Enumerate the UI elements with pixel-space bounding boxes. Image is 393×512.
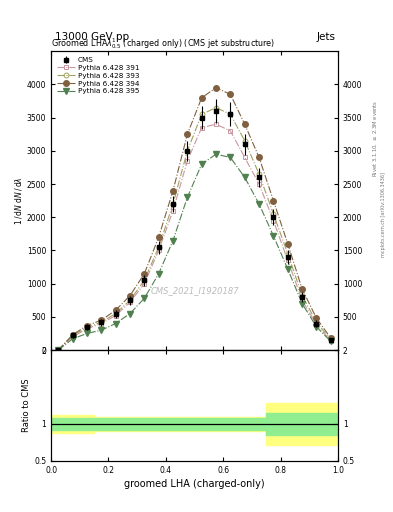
Pythia 6.428 395 [113, 321, 118, 327]
Pythia 6.428 395 [257, 201, 261, 207]
Text: Jets: Jets [317, 32, 336, 42]
Pythia 6.428 391 [56, 347, 61, 353]
Pythia 6.428 393 [142, 278, 147, 284]
Pythia 6.428 393 [185, 148, 190, 154]
Pythia 6.428 391 [314, 322, 319, 328]
Pythia 6.428 393 [271, 211, 276, 217]
Text: CMS_2021_I1920187: CMS_2021_I1920187 [150, 286, 239, 295]
X-axis label: groomed LHA (charged-only): groomed LHA (charged-only) [124, 479, 265, 489]
Text: Groomed LHA$\lambda^{1}_{0.5}$ (charged only) (CMS jet substructure): Groomed LHA$\lambda^{1}_{0.5}$ (charged … [51, 36, 275, 51]
Pythia 6.428 394 [242, 121, 247, 127]
Pythia 6.428 394 [128, 292, 132, 298]
Pythia 6.428 391 [228, 128, 233, 134]
Pythia 6.428 394 [329, 335, 333, 341]
Legend: CMS, Pythia 6.428 391, Pythia 6.428 393, Pythia 6.428 394, Pythia 6.428 395: CMS, Pythia 6.428 391, Pythia 6.428 393,… [55, 55, 141, 97]
Line: Pythia 6.428 395: Pythia 6.428 395 [55, 152, 334, 353]
Pythia 6.428 394 [285, 241, 290, 247]
Pythia 6.428 393 [171, 201, 175, 207]
Pythia 6.428 391 [285, 258, 290, 264]
Pythia 6.428 394 [300, 286, 305, 292]
Pythia 6.428 394 [185, 131, 190, 137]
Pythia 6.428 394 [228, 91, 233, 97]
Pythia 6.428 395 [171, 238, 175, 244]
Line: Pythia 6.428 394: Pythia 6.428 394 [55, 85, 334, 353]
Y-axis label: $\mathrm{1\,/\,d}N\;\mathrm{d}N\,/\,\mathrm{d}\lambda$: $\mathrm{1\,/\,d}N\;\mathrm{d}N\,/\,\mat… [13, 176, 24, 225]
Pythia 6.428 395 [314, 324, 319, 330]
Pythia 6.428 391 [329, 338, 333, 344]
Pythia 6.428 394 [171, 187, 175, 194]
Pythia 6.428 391 [99, 321, 104, 327]
Pythia 6.428 394 [257, 155, 261, 161]
Pythia 6.428 395 [56, 347, 61, 353]
Y-axis label: Ratio to CMS: Ratio to CMS [22, 379, 31, 432]
Pythia 6.428 394 [56, 347, 61, 353]
Pythia 6.428 393 [128, 297, 132, 303]
Pythia 6.428 394 [142, 271, 147, 277]
Pythia 6.428 393 [156, 244, 161, 250]
Pythia 6.428 395 [214, 151, 219, 157]
Text: 13000 GeV pp: 13000 GeV pp [55, 32, 129, 42]
Pythia 6.428 393 [84, 325, 89, 331]
Pythia 6.428 393 [214, 104, 219, 111]
Pythia 6.428 395 [99, 327, 104, 333]
Pythia 6.428 395 [300, 301, 305, 307]
Pythia 6.428 393 [314, 319, 319, 325]
Pythia 6.428 393 [199, 111, 204, 117]
Pythia 6.428 394 [84, 323, 89, 329]
Pythia 6.428 391 [214, 121, 219, 127]
Pythia 6.428 391 [242, 155, 247, 161]
Pythia 6.428 395 [271, 233, 276, 239]
Pythia 6.428 395 [228, 155, 233, 161]
Pythia 6.428 391 [300, 297, 305, 303]
Pythia 6.428 394 [156, 234, 161, 240]
Pythia 6.428 394 [70, 332, 75, 338]
Pythia 6.428 391 [257, 181, 261, 187]
Pythia 6.428 394 [199, 95, 204, 101]
Pythia 6.428 393 [300, 292, 305, 298]
Pythia 6.428 395 [128, 310, 132, 316]
Line: Pythia 6.428 391: Pythia 6.428 391 [56, 122, 333, 353]
Pythia 6.428 391 [142, 281, 147, 287]
Pythia 6.428 394 [99, 317, 104, 323]
Text: mcplots.cern.ch [arXiv:1306.3436]: mcplots.cern.ch [arXiv:1306.3436] [381, 173, 386, 258]
Pythia 6.428 393 [329, 336, 333, 343]
Pythia 6.428 394 [113, 307, 118, 313]
Pythia 6.428 391 [171, 207, 175, 214]
Text: Rivet 3.1.10, $\geq$ 2.3M events: Rivet 3.1.10, $\geq$ 2.3M events [371, 100, 379, 177]
Pythia 6.428 393 [70, 332, 75, 338]
Pythia 6.428 395 [185, 194, 190, 200]
Pythia 6.428 395 [199, 161, 204, 167]
Pythia 6.428 395 [84, 330, 89, 336]
Pythia 6.428 391 [113, 312, 118, 318]
Pythia 6.428 393 [99, 319, 104, 325]
Pythia 6.428 395 [329, 338, 333, 345]
Pythia 6.428 393 [242, 138, 247, 144]
Pythia 6.428 395 [242, 174, 247, 180]
Pythia 6.428 394 [214, 84, 219, 91]
Pythia 6.428 391 [128, 299, 132, 305]
Line: Pythia 6.428 393: Pythia 6.428 393 [56, 105, 333, 353]
Pythia 6.428 391 [185, 158, 190, 164]
Pythia 6.428 393 [228, 111, 233, 117]
Pythia 6.428 393 [285, 251, 290, 257]
Pythia 6.428 395 [70, 336, 75, 342]
Pythia 6.428 391 [271, 218, 276, 224]
Pythia 6.428 395 [156, 271, 161, 277]
Pythia 6.428 391 [84, 326, 89, 332]
Pythia 6.428 393 [56, 347, 61, 353]
Pythia 6.428 394 [314, 315, 319, 322]
Pythia 6.428 395 [285, 266, 290, 272]
Pythia 6.428 393 [257, 171, 261, 177]
Pythia 6.428 395 [142, 295, 147, 302]
Pythia 6.428 391 [156, 247, 161, 253]
Pythia 6.428 391 [70, 334, 75, 340]
Pythia 6.428 391 [199, 124, 204, 131]
Pythia 6.428 393 [113, 310, 118, 316]
Pythia 6.428 394 [271, 198, 276, 204]
